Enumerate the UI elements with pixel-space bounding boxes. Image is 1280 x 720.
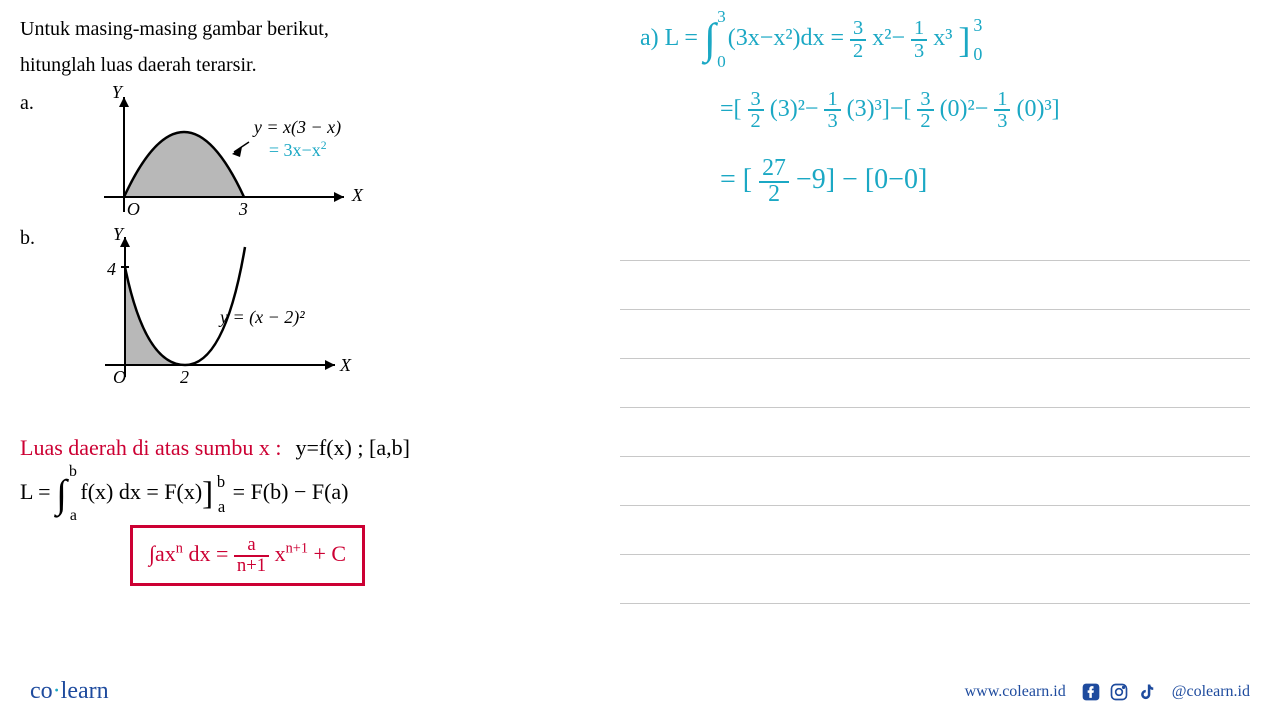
label-a: a. [20,92,34,115]
xtick-b: 2 [180,367,189,388]
social-icons [1081,682,1157,702]
work-line-3: = [ 272 −9] − [0−0] [720,157,1260,207]
notes-title: Luas daerah di atas sumbu x : [20,435,282,460]
origin-a: O [127,199,140,220]
notes-condition: y=f(x) ; [a,b] [296,435,410,460]
xtick-a: 3 [239,199,248,220]
work-line-2: =[ 32 (3)²− 13 (3)³]−[ 32 (0)²− 13 (0)³] [720,89,1260,132]
origin-b: O [113,367,126,388]
footer: co·learn www.colearn.id @colearn.id [0,678,1280,705]
annotation-a: = 3x−x2 [269,139,327,161]
axis-y-b: Y [113,224,123,245]
ruled-lines [620,260,1250,652]
graph-b: Y X O 4 2 y = (x − 2)² [95,227,355,377]
notes-formula: L = ∫ba f(x) dx = F(x)]ba = F(b) − F(a) [20,471,410,517]
footer-handle: @colearn.id [1172,683,1250,701]
label-b: b. [20,227,35,250]
formula-box: ∫axn dx = an+1 xn+1 + C [130,525,365,586]
instagram-icon [1109,682,1129,702]
axis-x-b: X [340,355,351,376]
logo: co·learn [30,678,109,705]
eq-b: y = (x − 2)² [220,307,305,328]
eq-a: y = x(3 − x) [254,117,341,138]
notes-section: Luas daerah di atas sumbu x : y=f(x) ; [… [20,435,410,586]
tiktok-icon [1137,682,1157,702]
ytick-b: 4 [107,259,116,280]
left-panel: Untuk masing-masing gambar berikut, hitu… [0,0,620,720]
facebook-icon [1081,682,1101,702]
problem-line2: hitunglah luas daerah terarsir. [20,51,600,79]
problem-line1: Untuk masing-masing gambar berikut, [20,15,600,43]
footer-right: www.colearn.id @colearn.id [965,682,1250,702]
axis-x-a: X [352,185,363,206]
right-panel: a) L = ∫30 (3x−x²)dx = 32 x²− 13 x³ ]30 … [620,0,1280,720]
footer-url: www.colearn.id [965,683,1066,701]
work-area: a) L = ∫30 (3x−x²)dx = 32 x²− 13 x³ ]30 … [640,15,1260,206]
graph-a: Y X O 3 y = x(3 − x) = 3x−x2 [94,87,374,217]
axis-y-a: Y [112,82,122,103]
work-line-1: a) L = ∫30 (3x−x²)dx = 32 x²− 13 x³ ]30 [640,15,1260,64]
